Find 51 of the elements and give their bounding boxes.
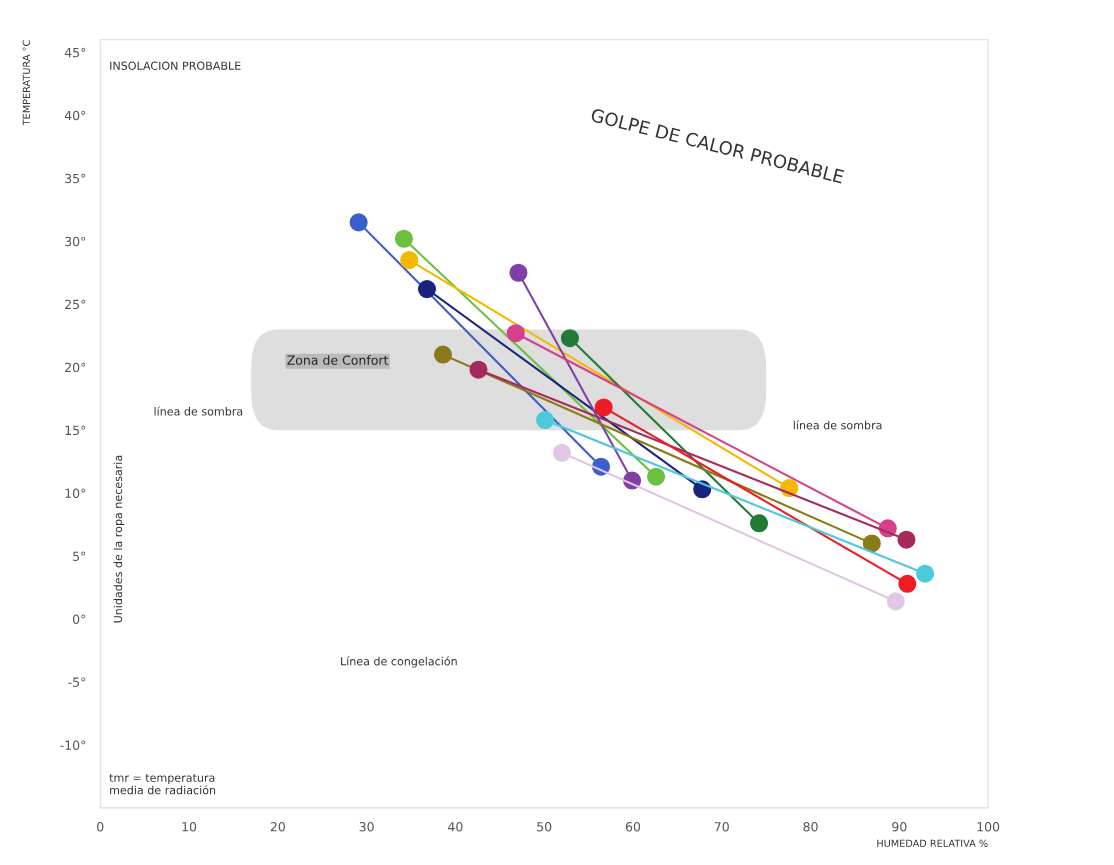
y-tick-label: 45° [64,47,86,58]
point [750,514,769,533]
point [433,345,453,364]
annotation: línea de sombra [793,420,882,430]
y-tick-label: 15° [65,425,86,436]
x-tick-label: 20 [270,822,285,832]
x-tick-label: 30 [359,822,374,832]
point [469,360,488,379]
y-tick-label: 20° [65,362,86,373]
x-tick-label: 10 [182,822,197,832]
annotation: Línea de congelación [341,656,457,668]
annotation: Unidades de la ropa necesaria [113,455,125,623]
x-tick-label: 90 [892,822,907,832]
y-tick-label: 10° [65,488,86,499]
point [897,530,916,549]
point [898,574,917,593]
point [417,280,437,299]
band-label: Zona de Confort [287,355,389,365]
x-tick-label: 80 [803,822,818,832]
point [647,467,666,486]
point [552,443,571,462]
annotation: tmr = temperatura media de radiación [109,773,216,795]
y-tick-label: 40° [64,110,86,121]
annotation: INSOLACION PROBABLE [110,61,241,70]
y-tick-label: 0° [72,614,86,624]
point [916,564,935,583]
x-tick-label: 40 [448,822,463,832]
y-tick-label: -5° [68,677,86,687]
x-tick-label: 70 [714,822,729,832]
point [886,592,905,611]
annotation: línea de sombra [154,406,243,416]
y-axis-title: TEMPERATURA °C [22,40,31,126]
point [560,329,579,348]
x-tick-label: 60 [625,822,641,832]
point [509,263,528,282]
point [536,411,555,430]
point [862,534,881,553]
point [506,324,525,343]
x-tick-label: 0 [97,822,104,832]
point [349,213,368,232]
point [400,251,419,270]
point [394,229,413,248]
point [594,398,613,417]
y-tick-label: -10° [60,740,86,750]
y-tick-label: 25° [65,299,86,310]
y-tick-label: 30° [65,236,86,247]
x-tick-label: 100 [977,822,1000,832]
y-tick-label: 5° [73,551,86,561]
x-tick-label: 50 [537,822,552,832]
x-axis-title: HUMEDAD RELATIVA % [877,839,988,847]
y-tick-label: 35° [65,173,86,184]
